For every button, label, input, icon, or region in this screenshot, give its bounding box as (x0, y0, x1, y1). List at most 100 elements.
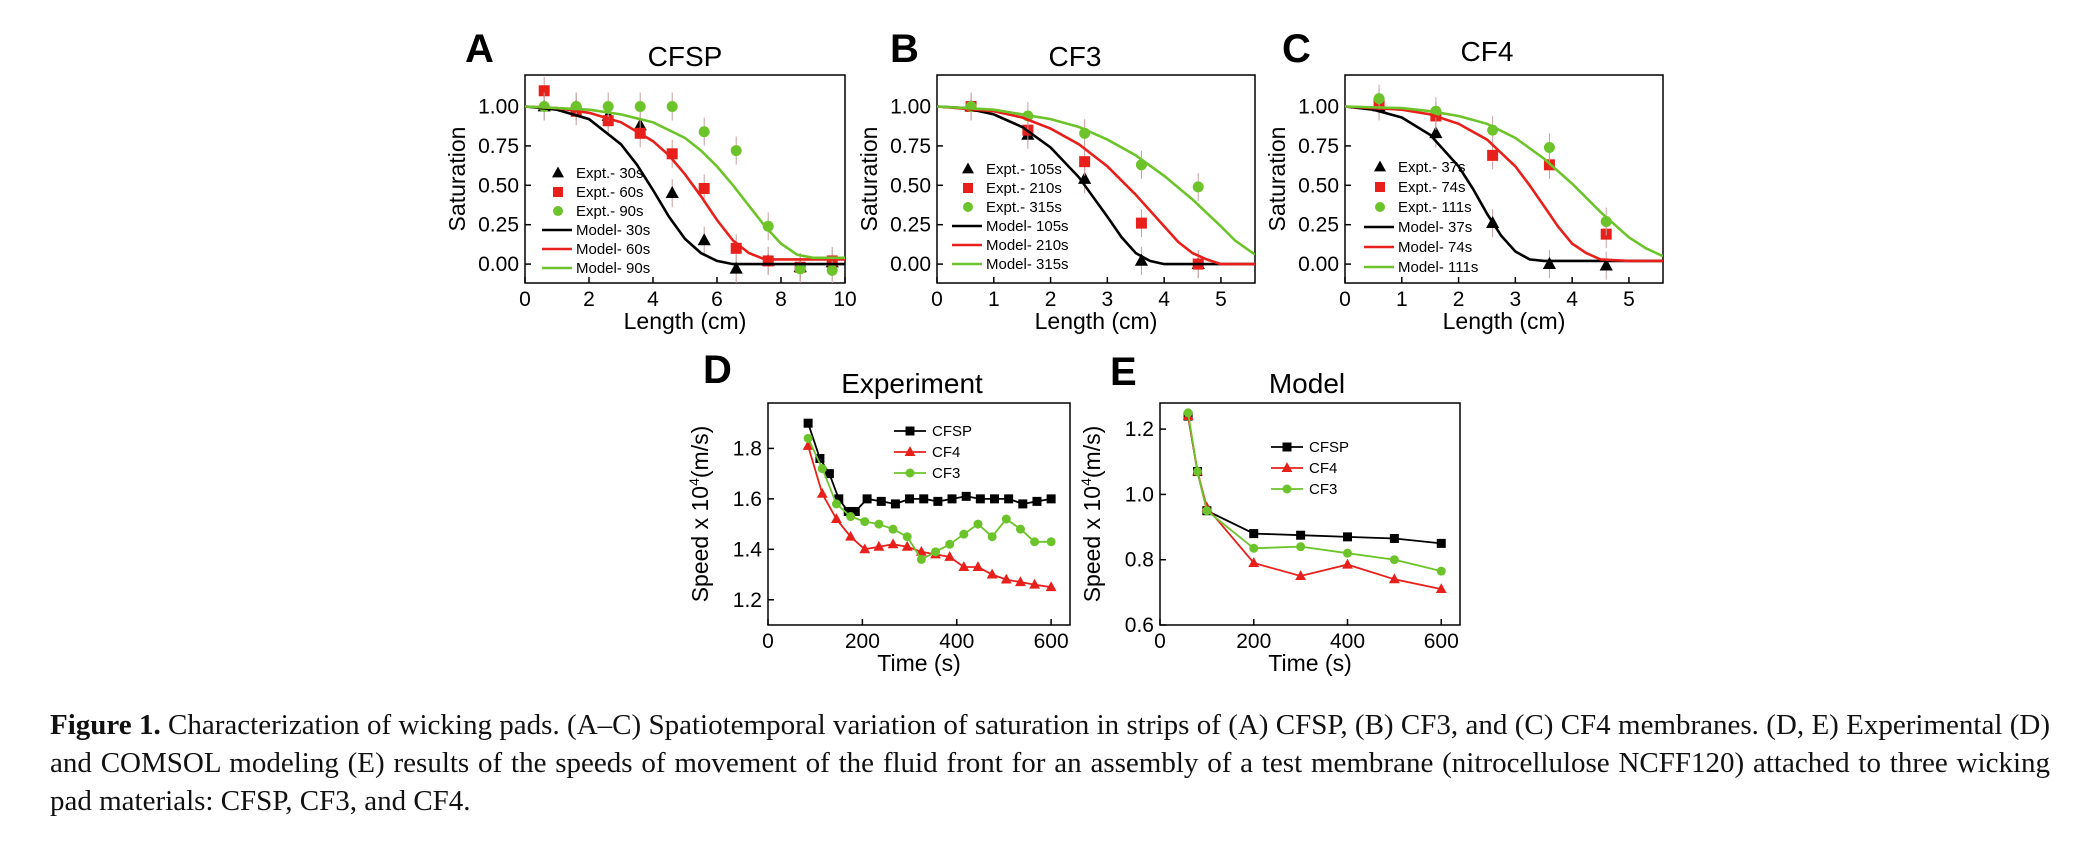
data-point (933, 496, 943, 506)
x-tick-label: 0 (931, 288, 943, 311)
legend-entry: CFSP (1309, 439, 1349, 456)
y-tick-label: 1.0 (1125, 483, 1154, 506)
data-point (1389, 533, 1399, 543)
y-tick-label: 1.2 (733, 589, 762, 612)
y-tick-label: 0.50 (890, 174, 931, 197)
data-point (888, 524, 898, 534)
y-tick-label: 1.00 (890, 96, 931, 119)
chart-title: CF4 (1461, 36, 1514, 67)
legend-entry: Model- 37s (1398, 219, 1472, 236)
series-line (807, 422, 1052, 513)
data-point (1429, 126, 1443, 139)
legend-entry: CF4 (1309, 460, 1337, 477)
y-axis-label-base: Speed x 10 (1079, 486, 1105, 602)
data-point (1135, 217, 1147, 229)
data-point (803, 433, 813, 443)
x-axis-label: Length (cm) (1035, 308, 1158, 334)
series-model-30s (525, 105, 845, 266)
data-point (698, 126, 710, 138)
x-tick-label: 4 (1158, 288, 1170, 311)
chart-title: Model (1269, 368, 1345, 399)
series-model-111s (1345, 105, 1663, 258)
data-point (1192, 181, 1204, 193)
y-tick-label: 0.75 (1298, 135, 1339, 158)
data-point (826, 264, 838, 276)
series-model-74s (1345, 105, 1663, 263)
series-cfsp (803, 418, 1056, 516)
data-point (817, 464, 827, 474)
y-tick-label: 0.75 (478, 135, 519, 158)
data-point (850, 506, 860, 516)
legend-marker (962, 162, 974, 174)
y-tick-label: 0.75 (890, 135, 931, 158)
x-tick-label: 200 (845, 630, 880, 653)
series-model-37s (1345, 105, 1663, 263)
x-tick-label: 0 (762, 630, 774, 653)
panel-letter: A (465, 27, 494, 71)
x-tick-label: 2 (1045, 288, 1057, 311)
data-point (665, 186, 679, 199)
data-point (860, 517, 870, 527)
y-tick-label: 0.6 (1125, 614, 1154, 637)
y-tick-label: 1.00 (1298, 96, 1339, 119)
y-tick-label: 0.25 (890, 214, 931, 237)
legend-marker (963, 202, 973, 212)
series-line (525, 105, 845, 261)
legend-entry: Expt.- 111s (1398, 199, 1472, 216)
data-point (1436, 566, 1446, 576)
plot-area (525, 76, 845, 283)
legend-marker (553, 206, 563, 216)
legend-marker (1375, 202, 1385, 212)
x-tick-label: 10 (833, 288, 856, 311)
plot-frame (524, 74, 846, 284)
series-expt-111s (1373, 84, 1612, 236)
data-point (697, 233, 711, 246)
series-cf3 (803, 433, 1056, 564)
data-point (846, 512, 856, 522)
y-axis-label-sup: 4 (1078, 478, 1094, 486)
x-tick-label: 0 (1339, 288, 1351, 311)
legend-entry: Model- 111s (1398, 259, 1478, 276)
legend: Expt.- 30s Expt.- 60s Expt.- 90s Model- 30s… (542, 165, 650, 277)
legend-entry: Model- 74s (1398, 239, 1472, 256)
series-line (807, 445, 1052, 589)
series-model-315s (937, 105, 1255, 256)
legend-entry: Expt.- 315s (986, 199, 1062, 216)
data-point (1248, 557, 1260, 567)
x-axis-label: Time (s) (1268, 650, 1351, 676)
legend-entry: Model- 30s (576, 222, 650, 239)
y-axis-label-unit: (m/s) (1079, 426, 1105, 478)
data-point (859, 543, 871, 554)
data-point (931, 547, 941, 557)
plot-frame (936, 74, 1256, 284)
data-point (794, 263, 806, 275)
x-axis-label: Length (cm) (624, 308, 747, 334)
panel-letter: B (890, 27, 919, 71)
y-axis-label-base: Speed x 10 (687, 486, 713, 602)
x-tick-label: 8 (775, 288, 787, 311)
data-point (986, 568, 998, 579)
panel-d: D Experiment 0 200 400 600 1.2 1.4 1.6 1.8 Time (s… (686, 348, 1071, 676)
y-tick-label: 1.6 (733, 488, 762, 511)
data-point (1001, 514, 1011, 524)
data-point (990, 494, 999, 504)
legend-entry: Expt.- 74s (1398, 179, 1466, 196)
x-tick-label: 3 (1102, 288, 1114, 311)
legend-marker (1281, 462, 1293, 472)
data-point (1030, 537, 1040, 547)
y-axis-label: Saturation (856, 127, 882, 232)
data-point (845, 530, 856, 541)
series-line (1187, 412, 1442, 572)
y-tick-label: 0.8 (1125, 549, 1154, 572)
x-tick-label: 2 (1453, 288, 1465, 311)
data-point (1487, 149, 1499, 161)
y-tick-label: 0.00 (478, 253, 519, 276)
legend-marker (553, 187, 563, 197)
data-point (1249, 529, 1259, 539)
series-line (525, 105, 845, 260)
legend-marker (1282, 484, 1292, 494)
legend-entry: CF3 (1309, 481, 1337, 498)
data-point (1296, 542, 1306, 552)
data-point (802, 440, 814, 450)
x-tick-label: 0 (1154, 630, 1166, 653)
